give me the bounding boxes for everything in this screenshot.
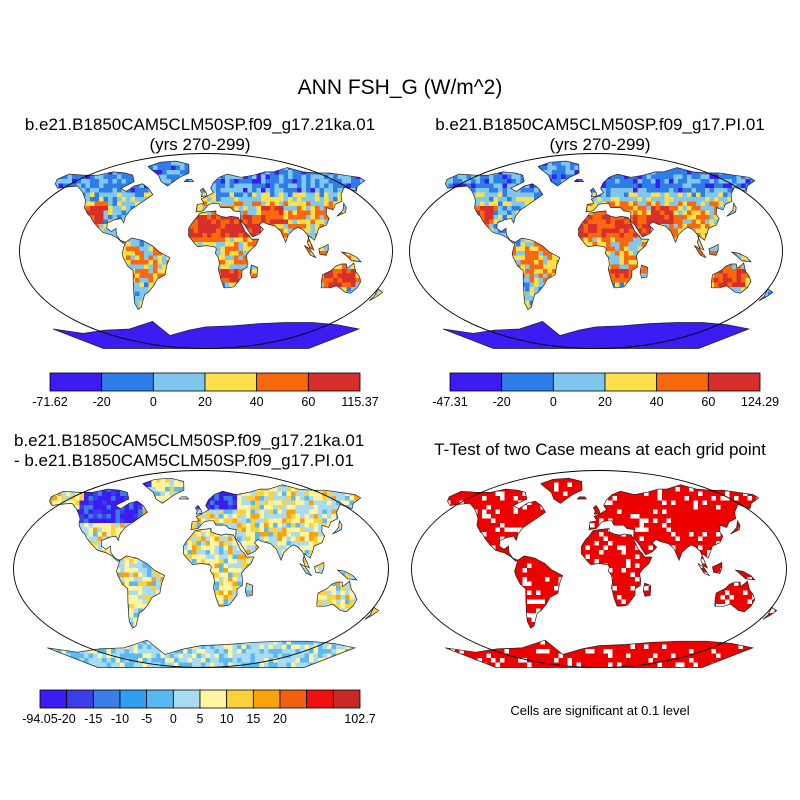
colorbar-difference-swatch-4 [146,689,174,709]
colorbar-case1-swatch-2 [152,372,206,392]
colorbar-case2-label: -20 [493,395,511,409]
coastlines [442,160,774,349]
colorbar-difference-swatch-2 [92,689,121,709]
colorbar-case1: -71.62 -20 0 20 40 60 115.37 [32,372,379,409]
colorbar-case2-label: 60 [701,395,715,409]
colorbar-case1-swatch-4 [256,372,309,392]
map-frame [19,153,393,349]
map-frame [409,153,783,349]
colorbar-case1-label: -20 [93,395,111,409]
colorbar-case2-label: 40 [650,395,664,409]
colorbar-case1-label: 60 [301,395,315,409]
colorbar-case1-swatch-3 [204,372,258,392]
panel-case1-title: b.e21.B1850CAM5CLM50SP.f09_g17.21ka.01 (… [24,115,376,154]
colorbar-case1-label: 20 [198,395,212,409]
colorbar-case1-label: 115.37 [341,395,378,409]
colorbar-difference-label: -10 [111,712,129,726]
colorbar-difference-label: -15 [84,712,102,726]
map-difference [13,470,389,668]
significance-note: Cells are significant at 0.1 level [510,703,690,718]
map-ttest [411,470,787,668]
colorbar-case2-label: 20 [598,395,612,409]
figure-title: ANN FSH_G (W/m^2) [297,76,503,99]
colorbar-case2-swatch-2 [552,372,606,392]
colorbar-case2: -47.31 -20 0 20 40 60 124.29 [432,372,779,409]
colorbar-difference-swatch-1 [66,689,94,709]
colorbar-difference-label: 0 [170,712,177,726]
colorbar-difference-label: 10 [220,712,234,726]
coastlines [52,160,384,349]
colorbar-case2-swatch-1 [501,372,554,392]
map-case1 [19,153,393,349]
colorbar-case2-label: 124.29 [741,395,779,409]
colorbar-case1-label: 0 [150,395,157,409]
colorbar-difference: -94.05 -20 -15 -10 -5 0 5 10 15 20 102.7 [22,689,376,726]
colorbar-case2-swatch-0 [449,372,503,392]
colorbar-case1-label: 40 [250,395,264,409]
panel-ttest-title: T-Test of two Case means at each grid po… [434,440,766,459]
colorbar-difference-swatch-3 [119,689,148,709]
colorbar-difference-label: -94.05 [22,712,57,726]
coastlines [445,477,778,668]
colorbar-difference-swatch-5 [172,689,201,709]
colorbar-case2-swatch-5 [707,372,761,392]
coastlines [47,477,380,668]
colorbar-difference-label: 15 [246,712,260,726]
colorbar-difference-label: -20 [58,712,76,726]
colorbar-difference-swatch-10 [306,689,334,709]
map-case2 [409,153,783,349]
colorbar-difference-swatch-9 [279,689,308,709]
colorbar-case2-label: 0 [550,395,557,409]
colorbar-difference-swatch-0 [39,689,68,709]
map-frame [13,470,389,668]
colorbar-difference-swatch-6 [199,689,228,709]
colorbar-difference-label: 102.7 [344,712,375,726]
colorbar-case2-swatch-3 [604,372,658,392]
colorbar-case1-swatch-0 [49,372,103,392]
colorbar-difference-label: 20 [273,712,287,726]
panel-difference-title: b.e21.B1850CAM5CLM50SP.f09_g17.21ka.01 -… [14,431,365,470]
colorbar-difference-label: 5 [197,712,204,726]
colorbar-difference-swatch-7 [226,689,254,709]
colorbar-case1-swatch-5 [307,372,361,392]
map-frame [411,470,787,668]
colorbar-case2-swatch-4 [656,372,709,392]
colorbar-difference-swatch-8 [252,689,281,709]
colorbar-case1-label: -71.62 [32,395,67,409]
panel-case2-title: b.e21.B1850CAM5CLM50SP.f09_g17.PI.01 (yr… [435,115,765,154]
colorbar-case2-label: -47.31 [432,395,467,409]
colorbar-difference-swatch-11 [332,689,361,709]
colorbar-case1-swatch-1 [101,372,154,392]
colorbar-difference-label: -5 [141,712,152,726]
